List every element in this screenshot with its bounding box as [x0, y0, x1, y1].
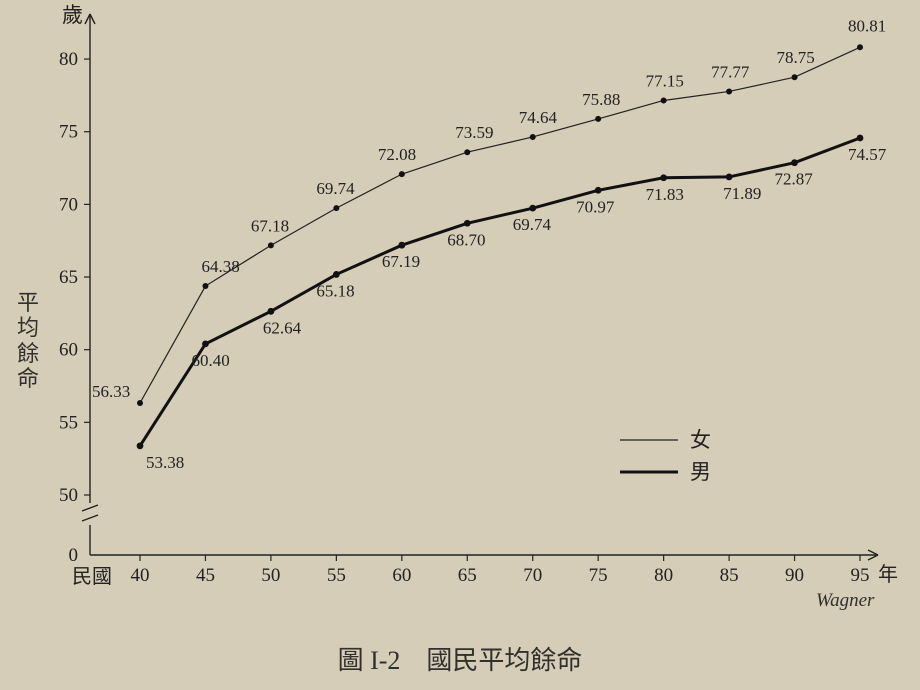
svg-text:67.18: 67.18	[251, 216, 289, 235]
svg-text:75: 75	[59, 122, 78, 143]
svg-text:75.88: 75.88	[582, 90, 620, 109]
svg-text:40: 40	[131, 565, 150, 586]
svg-text:72.87: 72.87	[775, 170, 814, 189]
svg-text:70.97: 70.97	[576, 197, 615, 216]
svg-text:民國: 民國	[72, 566, 112, 588]
svg-text:歲: 歲	[62, 3, 83, 27]
svg-text:65.18: 65.18	[316, 281, 354, 300]
svg-text:53.38: 53.38	[146, 453, 184, 472]
svg-text:64.38: 64.38	[201, 257, 239, 276]
svg-text:55: 55	[59, 412, 78, 433]
svg-text:71.89: 71.89	[723, 184, 761, 203]
svg-text:65: 65	[59, 267, 78, 288]
svg-text:77.15: 77.15	[646, 71, 684, 90]
attribution: Wagner	[816, 590, 874, 612]
svg-text:68.70: 68.70	[447, 230, 485, 249]
svg-text:50: 50	[59, 485, 78, 506]
svg-text:62.64: 62.64	[263, 318, 302, 337]
svg-text:0: 0	[69, 545, 79, 566]
svg-text:77.77: 77.77	[711, 62, 750, 81]
svg-text:56.33: 56.33	[92, 382, 130, 401]
svg-text:71.83: 71.83	[646, 185, 684, 204]
svg-text:60: 60	[392, 565, 411, 586]
svg-text:70: 70	[59, 194, 78, 215]
svg-text:男: 男	[690, 460, 711, 484]
svg-text:80: 80	[654, 565, 673, 586]
svg-text:65: 65	[458, 565, 477, 586]
svg-text:73.59: 73.59	[455, 123, 493, 142]
svg-text:50: 50	[261, 565, 280, 586]
y-axis-title: 平均餘命	[14, 290, 42, 391]
svg-text:45: 45	[196, 565, 215, 586]
svg-text:74.57: 74.57	[848, 145, 887, 164]
svg-text:55: 55	[327, 565, 346, 586]
svg-text:60.40: 60.40	[191, 351, 229, 370]
svg-text:75: 75	[589, 565, 608, 586]
chart-svg: 50 55 60 65 70 75 80 0 歲 40 45 50 55 60 65 70 75 80 85 90 95…	[0, 0, 920, 620]
svg-text:80.81: 80.81	[848, 16, 886, 35]
svg-text:60: 60	[59, 340, 78, 361]
svg-text:年: 年	[878, 563, 898, 586]
chart-page: 50 55 60 65 70 75 80 0 歲 40 45 50 55 60 65 70 75 80 85 90 95…	[0, 0, 920, 690]
svg-text:女: 女	[690, 428, 711, 452]
svg-text:69.74: 69.74	[316, 179, 355, 198]
svg-text:67.19: 67.19	[382, 252, 420, 271]
svg-text:69.74: 69.74	[513, 215, 552, 234]
svg-text:72.08: 72.08	[378, 145, 416, 164]
svg-text:95: 95	[851, 565, 870, 586]
svg-text:90: 90	[785, 565, 804, 586]
svg-text:78.75: 78.75	[777, 48, 815, 67]
svg-text:74.64: 74.64	[519, 108, 558, 127]
svg-text:85: 85	[720, 565, 739, 586]
svg-text:70: 70	[523, 565, 542, 586]
chart-caption: 圖 I-2 國民平均餘命	[0, 640, 920, 677]
svg-text:80: 80	[59, 49, 78, 70]
